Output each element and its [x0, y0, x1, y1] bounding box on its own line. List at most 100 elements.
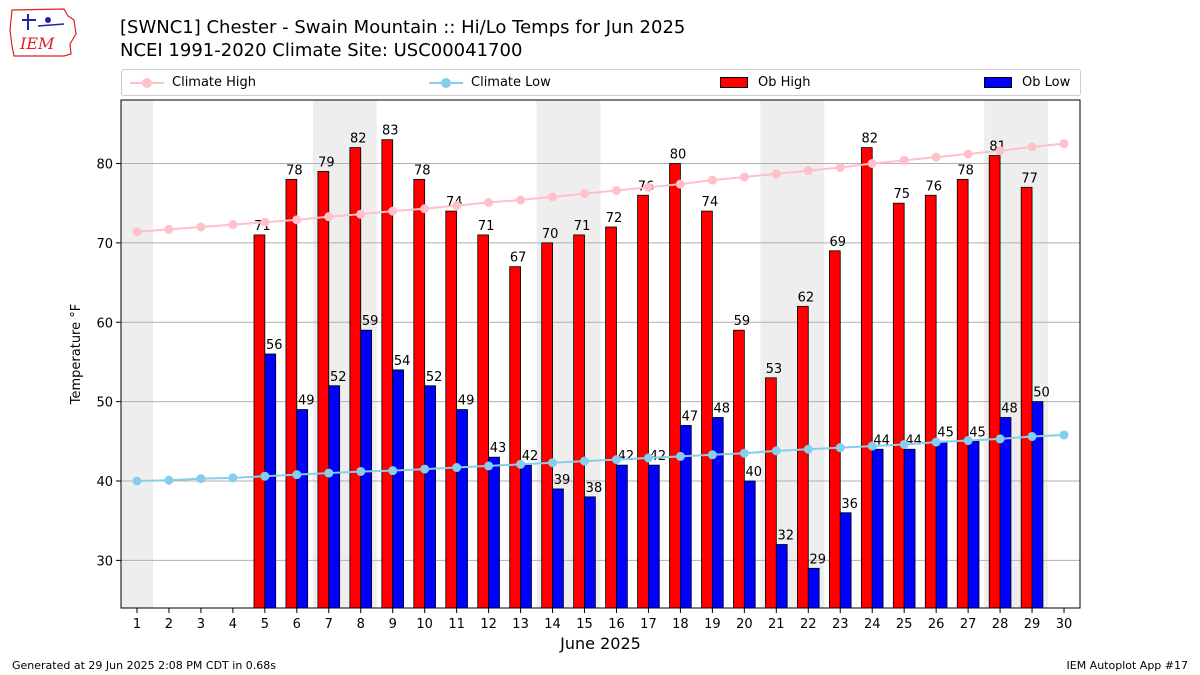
legend-climate-high: Climate High — [130, 70, 256, 95]
ob-low-label-22: 29 — [809, 552, 826, 567]
climate-low-point-7 — [324, 468, 334, 478]
ob-low-label-18: 47 — [682, 409, 699, 424]
climate-low-point-10 — [420, 464, 430, 474]
climate-low-point-11 — [452, 463, 462, 473]
climate-high-point-20 — [739, 172, 749, 182]
ob-low-label-29: 50 — [1033, 386, 1050, 401]
ob-low-bar-27 — [967, 440, 980, 609]
ob-high-label-29: 77 — [1021, 171, 1038, 186]
ob-low-label-11: 49 — [458, 394, 475, 409]
ob-high-label-22: 62 — [798, 290, 815, 305]
ob-low-bar-17 — [648, 464, 660, 609]
chart-title: [SWNC1] Chester - Swain Mountain :: Hi/L… — [120, 17, 686, 38]
x-tick-label-17: 17 — [640, 617, 657, 632]
climate-low-line — [136, 433, 1065, 482]
x-tick-label-15: 15 — [576, 617, 593, 632]
x-tick-label-13: 13 — [512, 617, 529, 632]
x-tick-label-24: 24 — [864, 617, 881, 632]
x-tick-label-12: 12 — [480, 617, 497, 632]
x-axis-label: June 2025 — [559, 634, 641, 653]
ob-high-bar-17 — [637, 194, 649, 609]
climate-high-point-19 — [707, 175, 717, 185]
climate-low-point-21 — [771, 446, 781, 456]
climate-low-point-5 — [260, 471, 270, 481]
x-tick-label-6: 6 — [293, 617, 301, 632]
x-tick-label-29: 29 — [1024, 617, 1041, 632]
climate-high-point-13 — [516, 195, 526, 205]
climate-high-point-6 — [292, 215, 302, 225]
climate-high-line — [136, 142, 1065, 233]
y-axis-label: Temperature °F — [69, 304, 84, 405]
ob-high-bar-25 — [892, 202, 905, 609]
climate-high-point-12 — [484, 197, 494, 207]
ob-low-bar-21 — [775, 544, 788, 609]
y-tick-label-70: 70 — [96, 237, 113, 252]
ob-high-label-20: 59 — [734, 314, 751, 329]
climate-high-point-2 — [164, 224, 174, 234]
climate-high-point-17 — [643, 182, 653, 192]
climate-high-point-8 — [356, 209, 366, 219]
climate-high-point-3 — [196, 222, 206, 232]
chart-legend: Climate High Climate Low Ob High Ob Low — [121, 69, 1081, 96]
x-tick-label-3: 3 — [197, 617, 205, 632]
x-tick-label-30: 30 — [1056, 617, 1073, 632]
ob-low-label-14: 39 — [554, 473, 571, 488]
x-tick-label-18: 18 — [672, 617, 689, 632]
x-tick-label-5: 5 — [261, 617, 269, 632]
ob-low-label-5: 56 — [266, 338, 283, 353]
logo-text: IEM — [19, 34, 55, 53]
climate-low-point-17 — [643, 453, 653, 463]
ob-high-bar-14 — [541, 242, 553, 609]
x-tick-label-16: 16 — [608, 617, 625, 632]
ob-high-label-8: 82 — [350, 132, 367, 147]
climate-high-point-16 — [611, 185, 621, 195]
x-tick-label-22: 22 — [800, 617, 817, 632]
ob-high-bar-15 — [573, 234, 585, 609]
y-tick-label-50: 50 — [96, 396, 113, 411]
ob-high-bar-6 — [285, 178, 298, 609]
x-tick-label-9: 9 — [389, 617, 397, 632]
legend-ob-low-label: Ob Low — [1022, 75, 1071, 90]
ob-high-bar-11 — [445, 210, 458, 609]
ob-high-bar-28 — [988, 155, 1001, 609]
climate-high-point-7 — [324, 212, 334, 222]
ob-high-bar-21 — [765, 377, 777, 609]
ob-high-label-21: 53 — [766, 362, 783, 377]
ob-high-label-9: 83 — [382, 124, 399, 139]
climate-low-point-24 — [867, 441, 877, 451]
climate-low-point-25 — [899, 439, 909, 449]
climate-high-point-25 — [899, 155, 909, 165]
ob-low-label-12: 43 — [490, 441, 507, 456]
legend-ob-low-swatch — [984, 77, 1012, 88]
climate-low-point-14 — [548, 458, 558, 468]
ob-low-bar-20 — [743, 480, 756, 609]
x-tick-label-11: 11 — [448, 617, 465, 632]
weekend-shade-0 — [121, 100, 153, 608]
climate-low-point-26 — [931, 437, 941, 447]
ob-high-label-7: 79 — [318, 155, 335, 170]
climate-low-point-12 — [484, 461, 494, 471]
ob-high-label-14: 70 — [542, 227, 559, 242]
ob-low-bar-11 — [456, 409, 468, 609]
ob-low-bar-9 — [392, 369, 404, 609]
climate-low-point-19 — [707, 450, 717, 460]
ob-high-bar-10 — [413, 178, 426, 609]
ob-high-bar-7 — [317, 171, 330, 609]
app-label: IEM Autoplot App #17 — [1066, 659, 1189, 672]
legend-climate-low-label: Climate Low — [471, 75, 551, 90]
x-tick-label-10: 10 — [416, 617, 433, 632]
climate-high-point-27 — [963, 149, 973, 159]
ob-low-bar-25 — [903, 448, 916, 609]
climate-low-point-27 — [963, 436, 973, 446]
y-tick-label-60: 60 — [96, 316, 113, 331]
ob-low-label-21: 32 — [777, 529, 794, 544]
climate-low-point-6 — [292, 470, 302, 480]
climate-low-point-4 — [228, 473, 238, 483]
climate-low-point-1 — [132, 476, 142, 486]
ob-low-label-7: 52 — [330, 370, 347, 385]
climate-high-point-4 — [228, 220, 238, 230]
ob-low-label-28: 48 — [1001, 402, 1018, 417]
ob-low-label-15: 38 — [586, 481, 603, 496]
x-tick-label-1: 1 — [133, 617, 141, 632]
legend-ob-low: Ob Low — [984, 70, 1070, 95]
